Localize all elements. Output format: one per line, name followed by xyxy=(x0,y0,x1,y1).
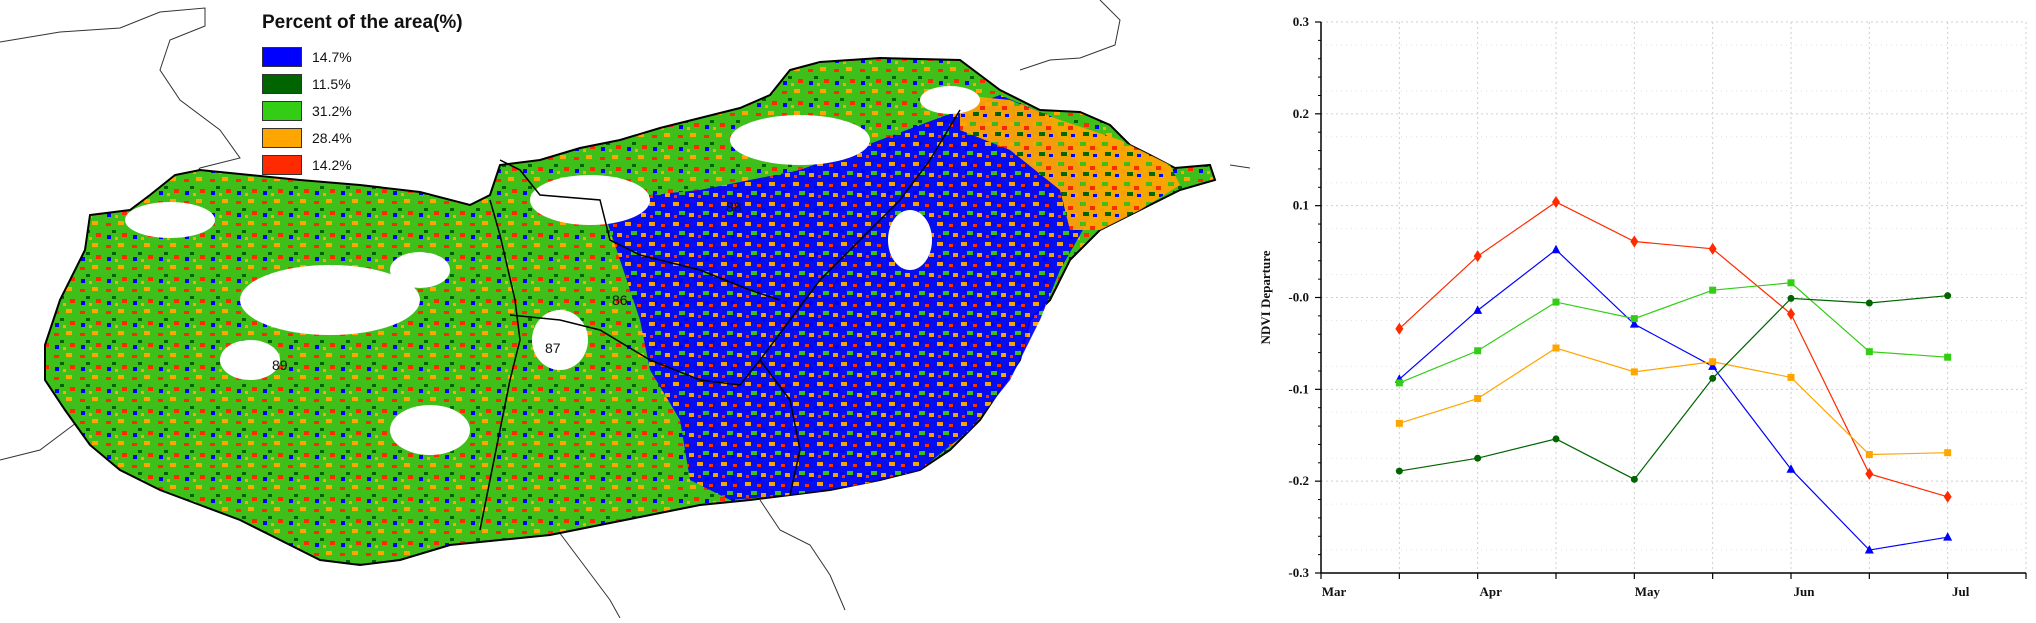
region-label-89: 89 xyxy=(272,357,288,373)
y-tick-label: 0.3 xyxy=(1293,14,1310,29)
data-point xyxy=(1709,358,1717,366)
data-point xyxy=(1395,322,1404,335)
data-point xyxy=(1630,368,1638,376)
data-point xyxy=(1473,250,1482,263)
legend-swatch xyxy=(262,100,302,121)
series-line xyxy=(1399,347,1948,456)
data-point xyxy=(1395,419,1403,427)
data-point xyxy=(1786,464,1796,473)
series-line xyxy=(1399,295,1948,481)
data-point xyxy=(1630,315,1638,323)
y-tick-label: -0.1 xyxy=(1288,381,1309,396)
data-point xyxy=(1865,467,1874,480)
region-label-86: 86 xyxy=(612,292,628,308)
y-axis-label: NDVI Departure xyxy=(1258,250,1273,344)
data-point xyxy=(1630,475,1638,483)
y-tick-label: 0.1 xyxy=(1293,198,1309,213)
x-tick-label: Jul xyxy=(1952,584,1970,599)
x-tick-label: Apr xyxy=(1479,584,1502,599)
region-label-88: 88 xyxy=(726,199,742,215)
data-point xyxy=(1709,374,1717,382)
data-point xyxy=(1865,348,1873,356)
chart-grid xyxy=(1320,21,2027,574)
ndvi-departure-chart: 0.3 0.2 0.1 -0.0 -0.1 -0.2 -0.3 Mar Apr May Jun Jul… xyxy=(1250,0,2036,618)
series-line xyxy=(1398,248,1948,551)
chart-axes: 0.3 0.2 0.1 -0.0 -0.1 -0.2 -0.3 Mar Apr May Jun Jul xyxy=(1288,14,2027,599)
legend-swatch xyxy=(262,154,302,175)
chart-series xyxy=(1394,195,1953,554)
data-point xyxy=(1787,294,1795,302)
legend-item: 31.2% xyxy=(262,97,463,124)
y-tick-label: -0.0 xyxy=(1288,290,1309,305)
data-point xyxy=(1630,235,1639,248)
map-canvas: 88 86 87 89 xyxy=(0,0,1251,619)
x-tick-label: Mar xyxy=(1322,584,1347,599)
legend-swatch xyxy=(262,46,302,67)
data-point xyxy=(1552,298,1560,306)
legend-item: 11.5% xyxy=(262,70,463,97)
data-point xyxy=(1708,242,1717,255)
data-point xyxy=(1474,347,1482,355)
data-point xyxy=(1551,244,1561,254)
data-point xyxy=(1787,373,1795,381)
data-point xyxy=(1709,286,1717,294)
data-point xyxy=(1944,292,1952,300)
legend-swatch xyxy=(262,127,302,148)
data-point xyxy=(1787,308,1795,321)
data-point xyxy=(1473,305,1483,314)
legend-item: 28.4% xyxy=(262,124,463,151)
data-point xyxy=(1708,361,1718,370)
legend-label: 14.7% xyxy=(312,48,352,65)
legend-title: Percent of the area(%) xyxy=(262,12,463,33)
data-point xyxy=(1787,279,1795,287)
legend-label: 14.2% xyxy=(312,156,352,173)
data-point xyxy=(1629,319,1639,328)
data-point xyxy=(1474,454,1482,462)
data-point xyxy=(1395,467,1403,475)
data-point xyxy=(1943,532,1953,541)
map-legend: Percent of the area(%) 14.7% 11.5% 31.2%… xyxy=(262,12,463,178)
data-point xyxy=(1395,379,1403,387)
x-tick-label: Jun xyxy=(1794,584,1816,599)
data-point xyxy=(1474,395,1482,403)
data-point xyxy=(1552,195,1560,208)
legend-label: 11.5% xyxy=(312,75,351,92)
data-point xyxy=(1944,449,1952,457)
crop-condition-map: 88 86 87 89 Percent of the area(%) 14.7%… xyxy=(0,0,1251,619)
y-tick-label: 0.2 xyxy=(1293,106,1309,121)
data-point xyxy=(1865,451,1873,459)
data-point xyxy=(1865,299,1873,307)
legend-label: 31.2% xyxy=(312,102,352,119)
legend-label: 28.4% xyxy=(312,129,352,146)
data-point xyxy=(1943,490,1952,503)
legend-item: 14.2% xyxy=(262,151,463,178)
legend-swatch xyxy=(262,73,302,94)
series-line xyxy=(1399,282,1948,384)
legend-item: 14.7% xyxy=(262,43,463,70)
series-line xyxy=(1398,201,1948,498)
y-tick-label: -0.2 xyxy=(1288,473,1309,488)
y-tick-label: -0.3 xyxy=(1288,565,1309,580)
x-tick-label: May xyxy=(1635,584,1661,599)
data-point xyxy=(1552,435,1560,443)
chart-canvas: 0.3 0.2 0.1 -0.0 -0.1 -0.2 -0.3 Mar Apr May Jun Jul… xyxy=(1258,14,2027,599)
region-label-87: 87 xyxy=(545,340,561,356)
data-point xyxy=(1864,545,1874,554)
data-point xyxy=(1552,344,1560,352)
data-point xyxy=(1944,353,1952,361)
